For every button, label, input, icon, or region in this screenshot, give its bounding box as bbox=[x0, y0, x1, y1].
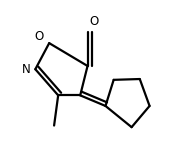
Text: N: N bbox=[22, 63, 30, 76]
Text: O: O bbox=[89, 15, 99, 28]
Text: O: O bbox=[34, 30, 44, 43]
